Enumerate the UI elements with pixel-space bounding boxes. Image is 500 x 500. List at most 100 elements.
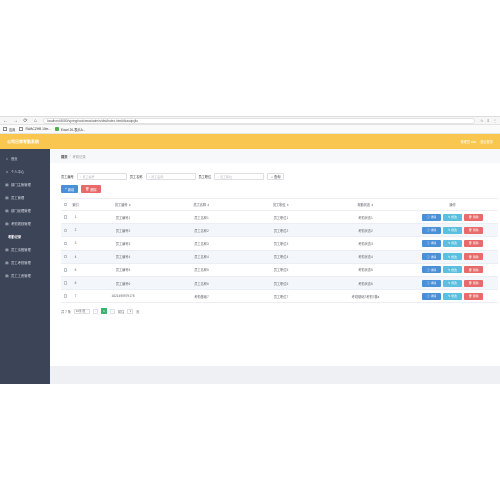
column-header-label: 考勤状态 [357, 203, 371, 207]
bookmark-item[interactable]: Excel 20-表示A... [54, 127, 85, 132]
data-table: 索引 员工编号 ⇕ 员工名称 ⇕ 员工职位 ⇕ 考勤状态 ⇕ 操作 1 员工编号1… [61, 198, 498, 304]
employee-name-input[interactable]: ⌕ 员工名称 [145, 173, 196, 180]
column-header-label: 员工职位 [272, 203, 286, 207]
bookmark-icon [19, 127, 24, 131]
view-button[interactable]: ⓘ 详情 [422, 292, 441, 300]
bookmark-apps[interactable]: 应用 [3, 127, 15, 132]
prev-page-button[interactable]: ‹ [92, 308, 98, 314]
sidebar-item-rules[interactable]: ▤ 考勤规则管理 [0, 217, 50, 230]
edit-button[interactable]: ✎ 修改 [443, 226, 462, 234]
sidebar-item-home[interactable]: ⌂ 首页 [0, 152, 50, 165]
back-icon[interactable]: ← [3, 117, 8, 124]
row-delete-button[interactable]: 🗑 删除 [464, 213, 483, 221]
row-checkbox[interactable] [63, 281, 68, 285]
sidebar-item-employee[interactable]: ▤ 员工管理 [0, 191, 50, 204]
column-header[interactable]: 员工职位 ⇕ [238, 202, 324, 207]
cell-employee-id: 员工编号5 [115, 268, 131, 273]
goto-page-input[interactable]: 1 [127, 308, 134, 314]
list-icon: ▤ [5, 273, 9, 278]
list-icon: ▤ [5, 221, 9, 226]
column-header[interactable]: 员工编号 ⇕ [81, 202, 165, 207]
sort-icon: ⇕ [370, 203, 374, 207]
menu-icon[interactable]: ⋮ [493, 118, 497, 123]
table-row: 5 员工编号5 员工名称5 员工职位5 考勤状态5 ⓘ 详情 ✎ 修改 🗑 删除 [61, 264, 498, 277]
view-button[interactable]: ⓘ 详情 [422, 239, 441, 247]
url-input[interactable]: localhost:8080/springboot/www/admin/dist… [43, 117, 476, 124]
row-delete-button[interactable]: 🗑 删除 [464, 266, 483, 274]
select-all-checkbox[interactable] [63, 202, 68, 207]
column-header[interactable]: 员工名称 ⇕ [165, 202, 238, 207]
cell-employee-position: 员工职位5 [273, 268, 289, 273]
row-delete-button[interactable]: 🗑 删除 [464, 279, 483, 287]
table-header-row: 索引 员工编号 ⇕ 员工名称 ⇕ 员工职位 ⇕ 考勤状态 ⇕ 操作 [61, 199, 498, 211]
row-checkbox[interactable] [63, 228, 68, 233]
delete-button[interactable]: 🗑 删除 [81, 185, 101, 193]
sidebar-item-attendance-record[interactable]: 考勤记录 [0, 230, 50, 243]
sidebar-item-manager[interactable]: ▤ 部门经理管理 [0, 204, 50, 217]
reload-icon[interactable]: ⟳ [23, 117, 28, 124]
view-button[interactable]: ⓘ 详情 [422, 226, 441, 234]
row-checkbox[interactable] [63, 294, 68, 298]
sidebar-item-leave[interactable]: ▤ 员工请假管理 [0, 243, 50, 256]
edit-icon: ✎ [448, 267, 451, 272]
forward-icon[interactable]: → [13, 117, 18, 124]
sidebar-item-label: 员工工资管理 [11, 274, 31, 278]
sort-icon: ⇕ [128, 203, 132, 207]
row-delete-button-label: 删除 [472, 241, 479, 246]
logout-link[interactable]: 退出登录 [480, 140, 493, 144]
edit-button[interactable]: ✎ 修改 [443, 253, 462, 261]
row-actions: ⓘ 详情 ✎ 修改 🗑 删除 [407, 266, 498, 274]
page-number-active[interactable]: 1 [100, 308, 107, 315]
edit-button[interactable]: ✎ 修改 [443, 292, 462, 300]
star-icon[interactable]: ☆ [480, 118, 484, 123]
view-button[interactable]: ⓘ 详情 [422, 253, 441, 261]
employee-id-input[interactable]: ⌕ 员工编号 [76, 173, 127, 180]
row-actions: ⓘ 详情 ✎ 修改 🗑 删除 [407, 279, 498, 287]
edit-button[interactable]: ✎ 修改 [443, 213, 462, 221]
sidebar-item-attendance[interactable]: ▤ 员工考勤管理 [0, 256, 50, 269]
next-page-button[interactable]: › [109, 308, 115, 314]
column-header[interactable]: 考勤状态 ⇕ [324, 202, 407, 207]
home-icon[interactable]: ⌂ [33, 117, 38, 124]
row-delete-button[interactable]: 🗑 删除 [464, 226, 483, 234]
employee-position-input[interactable]: ⌕ 员工职位 [214, 173, 265, 180]
view-button[interactable]: ⓘ 详情 [422, 279, 441, 287]
view-button[interactable]: ⓘ 详情 [422, 266, 441, 274]
field-label: 员工名称 [129, 175, 143, 179]
edit-button[interactable]: ✎ 修改 [443, 266, 462, 274]
row-checkbox[interactable] [63, 254, 68, 259]
view-button-label: 详情 [430, 281, 437, 286]
sidebar: ⌂ 首页 ☺ 个人中心 ▤ 部门主管管理 ▤ 员工管理 ▤ 部门经理管理 ▤ 考… [0, 149, 50, 384]
excel-icon [54, 127, 59, 131]
download-icon[interactable]: ⇩ [486, 118, 490, 123]
add-button[interactable]: + 新增 [61, 185, 79, 193]
row-checkbox[interactable] [63, 215, 68, 219]
info-icon: ⓘ [426, 281, 430, 286]
row-checkbox[interactable] [63, 241, 68, 246]
edit-button[interactable]: ✎ 修改 [443, 279, 462, 287]
sidebar-item-profile[interactable]: ☺ 个人中心 [0, 165, 50, 178]
sidebar-item-salary[interactable]: ▤ 员工工资管理 [0, 269, 50, 282]
row-checkbox[interactable] [63, 268, 68, 272]
edit-icon: ✎ [448, 241, 451, 246]
row-actions: ⓘ 详情 ✎ 修改 🗑 删除 [407, 253, 498, 261]
view-button[interactable]: ⓘ 详情 [422, 213, 441, 221]
browser-address-bar: ← → ⟳ ⌂ localhost:8080/springboot/www/ad… [0, 116, 500, 125]
breadcrumb-home[interactable]: 首页 [61, 154, 68, 159]
search-button[interactable]: ⌕ 查询 [267, 173, 285, 180]
table-row: 4 员工编号4 员工名称4 员工职位4 考勤状态4 ⓘ 详情 ✎ 修改 🗑 删除 [61, 250, 498, 264]
edit-button-label: 修改 [451, 267, 457, 272]
content-footer-area [50, 366, 500, 384]
row-delete-button[interactable]: 🗑 删除 [464, 292, 483, 300]
row-delete-button[interactable]: 🗑 删除 [464, 253, 483, 261]
row-actions: ⓘ 详情 ✎ 修改 🗑 删除 [407, 292, 498, 300]
bookmark-item[interactable]: SWACZHB 10m... [19, 127, 51, 131]
edit-button[interactable]: ✎ 修改 [443, 239, 462, 247]
trash-icon: 🗑 [468, 228, 472, 233]
row-delete-button[interactable]: 🗑 删除 [464, 239, 483, 247]
table-body: 1 员工编号1 员工名称1 员工职位1 考勤状态1 ⓘ 详情 ✎ 修改 🗑 删除 2 员工编号2 员工名称… [61, 211, 498, 304]
page-size-select[interactable]: 10条/页 [73, 308, 90, 314]
sidebar-item-supervisor[interactable]: ▤ 部门主管管理 [0, 178, 50, 191]
cell-attendance-status: 考勤状态6 [358, 281, 373, 286]
row-index: 4 [74, 254, 77, 259]
